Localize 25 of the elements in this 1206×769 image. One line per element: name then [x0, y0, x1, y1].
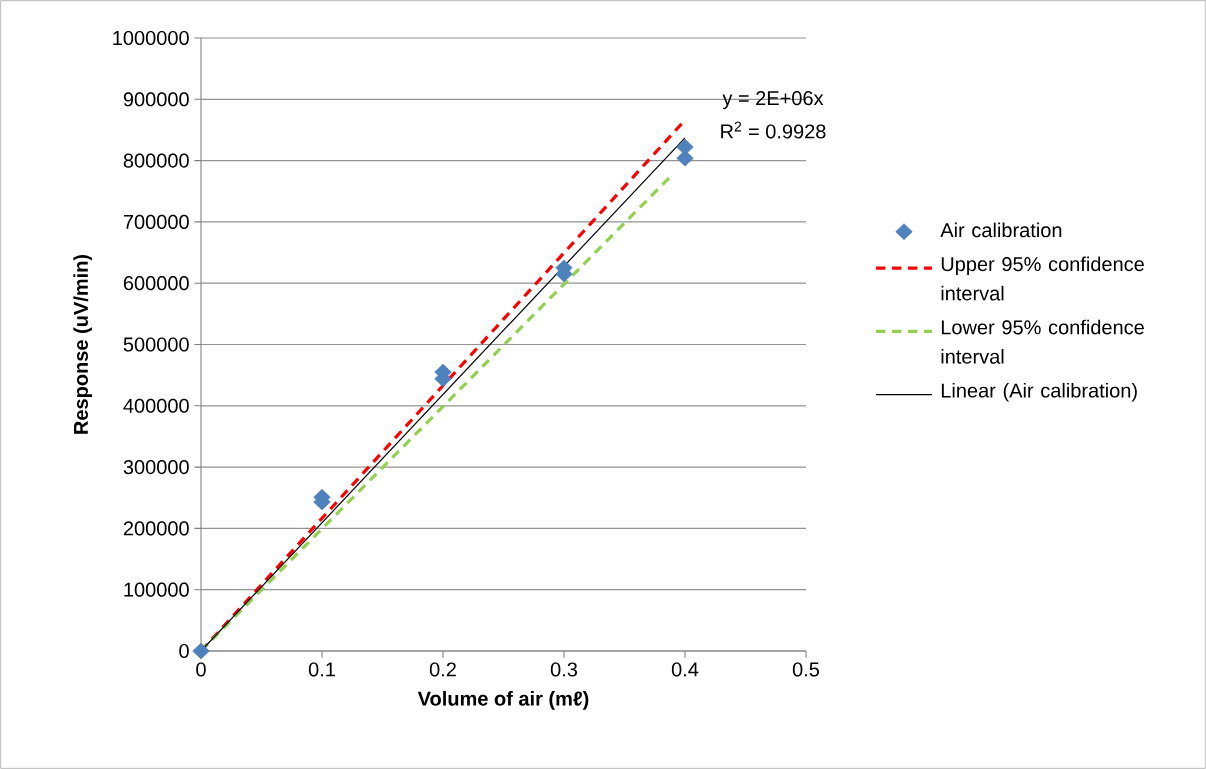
- legend-label: Linear (Air calibration): [941, 382, 1137, 402]
- x-tick-label: 0.3: [550, 662, 578, 677]
- y-axis-title: Response (uV/min): [73, 254, 92, 434]
- x-axis-title: Volume of air (mℓ): [417, 691, 589, 710]
- x-tick-label: 0.2: [429, 662, 456, 677]
- legend-label: Air calibration: [940, 222, 1062, 238]
- legend-label: Upper 95% confidence interval: [941, 256, 1144, 301]
- y-tick-label: 400000: [123, 398, 189, 413]
- x-tick-label: 0: [196, 662, 206, 677]
- annotation: y = 2E+06x: [722, 91, 824, 110]
- y-tick-label: 700000: [123, 214, 189, 229]
- y-tick-label: 600000: [123, 276, 189, 291]
- x-tick-label: 0.5: [792, 662, 820, 677]
- y-tick-label: 100000: [124, 582, 189, 597]
- x-tick-label: 0.4: [671, 662, 699, 677]
- y-tick-label: 200000: [123, 521, 189, 536]
- y-tick-label: 900000: [123, 92, 189, 107]
- x-tick-label: 0.1: [308, 662, 335, 677]
- legend-label: Lower 95% confidence interval: [941, 319, 1144, 364]
- y-tick-label: 1000000: [113, 30, 189, 46]
- y-tick-label: 0: [179, 643, 189, 659]
- y-tick-label: 300000: [123, 460, 189, 475]
- y-tick-label: 500000: [123, 337, 189, 352]
- y-tick-label: 800000: [123, 153, 189, 168]
- annotation: R$^{2}$ = 0.9928: [721, 121, 826, 139]
